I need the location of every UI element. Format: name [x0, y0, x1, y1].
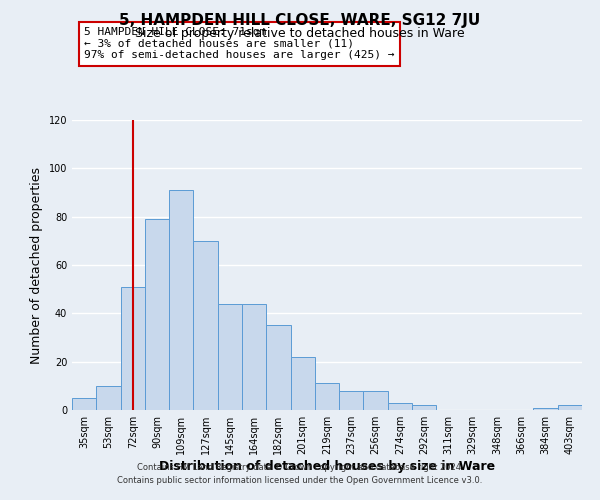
Y-axis label: Number of detached properties: Number of detached properties	[30, 166, 43, 364]
Bar	[121, 287, 145, 410]
Text: Size of property relative to detached houses in Ware: Size of property relative to detached ho…	[135, 28, 465, 40]
Bar	[169, 190, 193, 410]
Bar	[242, 304, 266, 410]
Bar	[72, 398, 96, 410]
Bar	[339, 390, 364, 410]
Bar	[364, 390, 388, 410]
Bar	[412, 405, 436, 410]
X-axis label: Distribution of detached houses by size in Ware: Distribution of detached houses by size …	[159, 460, 495, 473]
Bar	[315, 384, 339, 410]
Text: Contains HM Land Registry data © Crown copyright and database right 2024.: Contains HM Land Registry data © Crown c…	[137, 464, 463, 472]
Bar	[290, 357, 315, 410]
Text: 5 HAMPDEN HILL CLOSE: 71sqm
← 3% of detached houses are smaller (11)
97% of semi: 5 HAMPDEN HILL CLOSE: 71sqm ← 3% of deta…	[84, 27, 395, 60]
Bar	[218, 304, 242, 410]
Bar	[533, 408, 558, 410]
Bar	[558, 405, 582, 410]
Bar	[193, 241, 218, 410]
Bar	[388, 403, 412, 410]
Text: Contains public sector information licensed under the Open Government Licence v3: Contains public sector information licen…	[118, 476, 482, 485]
Text: 5, HAMPDEN HILL CLOSE, WARE, SG12 7JU: 5, HAMPDEN HILL CLOSE, WARE, SG12 7JU	[119, 12, 481, 28]
Bar	[96, 386, 121, 410]
Bar	[266, 326, 290, 410]
Bar	[145, 219, 169, 410]
